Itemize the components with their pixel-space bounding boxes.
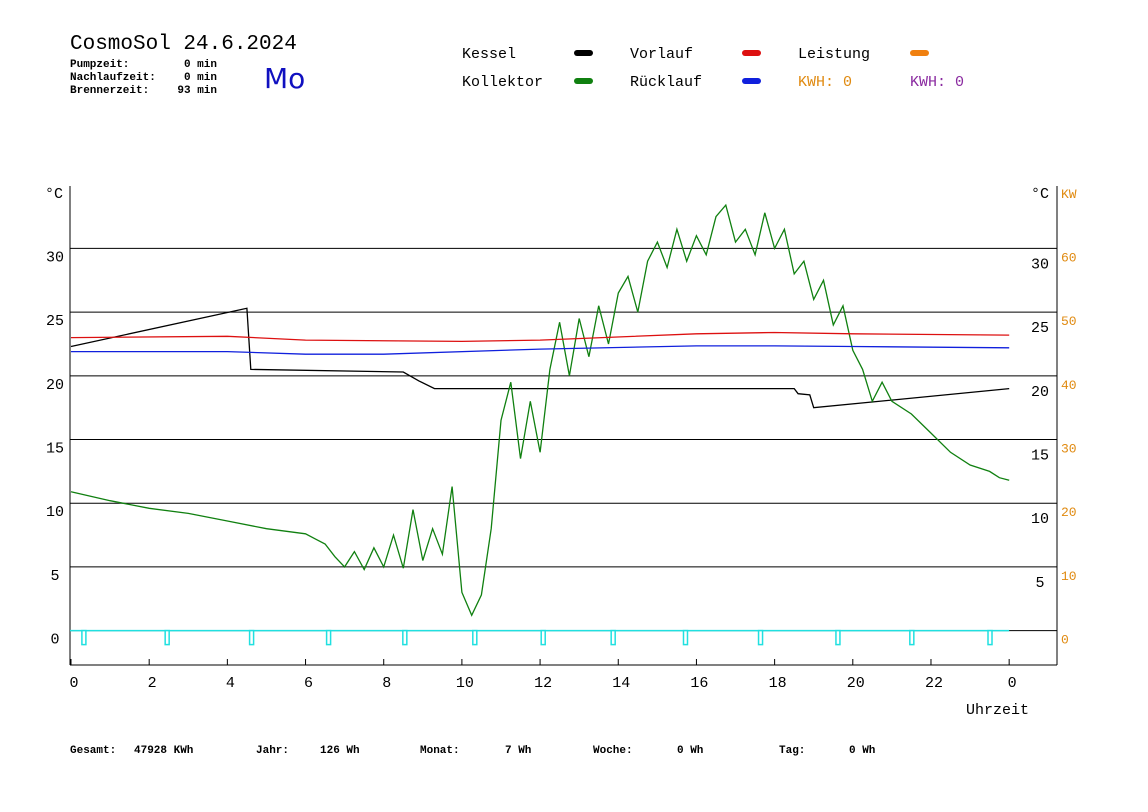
footer-value: 0 Wh <box>677 745 703 757</box>
legend-label: Leistung <box>798 46 870 63</box>
y-unit-right: °C <box>1031 186 1049 203</box>
x-tick-label: 22 <box>925 675 943 692</box>
legend-kwh: KWH: 0 <box>798 74 852 91</box>
marker <box>909 629 915 646</box>
series-line <box>70 307 1010 409</box>
marker <box>325 629 332 646</box>
marker <box>835 629 841 646</box>
y-tick-label: 10 <box>46 504 64 521</box>
y2-tick-label: 10 <box>1061 569 1077 584</box>
y2-tick-label: 20 <box>1061 505 1077 520</box>
footer-label: Gesamt: <box>70 745 116 757</box>
legend-kwh: KWH: 0 <box>910 74 964 91</box>
footer-label: Tag: <box>779 745 805 757</box>
y2-tick-label: 60 <box>1061 250 1077 265</box>
y-tick-label: 30 <box>46 249 64 266</box>
footer-value: 7 Wh <box>505 745 531 757</box>
x-tick-label: 20 <box>847 675 865 692</box>
y2-tick-label: 50 <box>1061 314 1077 329</box>
y-tick-label: 0 <box>50 632 59 649</box>
marker <box>472 629 478 646</box>
y-tick-label: 20 <box>46 377 64 394</box>
legend-label: Vorlauf <box>630 46 693 63</box>
series-line <box>70 331 1010 343</box>
x-tick-label: 10 <box>456 675 474 692</box>
x-tick-label: 0 <box>69 675 78 692</box>
y2-tick-label: 0 <box>1061 633 1069 648</box>
marker <box>81 629 87 646</box>
y2-tick-label: 30 <box>1061 442 1077 457</box>
y-tick-label-right: 25 <box>1031 320 1049 337</box>
y2-tick-label: 40 <box>1061 378 1077 393</box>
y-tick-label-right: 15 <box>1031 448 1049 465</box>
x-tick-label: 6 <box>304 675 313 692</box>
marker <box>402 629 408 646</box>
marker <box>987 629 993 646</box>
x-tick-label: 12 <box>534 675 552 692</box>
y-tick-label-right: 30 <box>1031 256 1049 273</box>
info-label: Pumpzeit: <box>70 59 129 71</box>
y-tick-label: 15 <box>46 441 64 458</box>
info-value: 93 min <box>177 85 217 97</box>
y-tick-label: 5 <box>50 568 59 585</box>
footer-label: Woche: <box>593 745 633 757</box>
legend-label: Rücklauf <box>630 74 702 91</box>
x-tick-label: 0 <box>1008 675 1017 692</box>
x-label: Uhrzeit <box>966 702 1029 719</box>
legend-label: Kessel <box>462 46 516 63</box>
marker <box>682 629 689 646</box>
marker <box>540 629 546 646</box>
x-tick-label: 18 <box>769 675 787 692</box>
y-tick-label: 25 <box>46 313 64 330</box>
y-tick-label-right: 10 <box>1031 511 1049 528</box>
title: CosmoSol 24.6.2024 <box>70 33 297 56</box>
y-unit: °C <box>45 186 63 203</box>
footer-value: 47928 KWh <box>134 745 193 757</box>
y-tick-label-right: 20 <box>1031 384 1049 401</box>
marker <box>164 629 170 646</box>
x-tick-label: 16 <box>690 675 708 692</box>
legend-label: Kollektor <box>462 74 543 91</box>
marker <box>248 629 255 646</box>
marker <box>757 629 764 646</box>
series-line <box>70 203 1010 617</box>
footer-value: 126 Wh <box>320 745 360 757</box>
x-tick-label: 14 <box>612 675 630 692</box>
y2-unit: KW <box>1061 187 1077 202</box>
x-tick-label: 2 <box>148 675 157 692</box>
footer-label: Jahr: <box>256 745 289 757</box>
series-line <box>71 345 1010 355</box>
info-label: Nachlaufzeit: <box>70 72 156 84</box>
footer-label: Monat: <box>420 745 460 757</box>
x-tick-label: 8 <box>382 675 391 692</box>
footer-value: 0 Wh <box>849 745 875 757</box>
weekday: Mo <box>264 62 305 95</box>
info-value: 0 min <box>184 72 217 84</box>
marker <box>610 629 616 646</box>
info-value: 0 min <box>184 59 217 71</box>
y-tick-label-right: 5 <box>1035 575 1044 592</box>
x-tick-label: 4 <box>226 675 235 692</box>
info-label: Brennerzeit: <box>70 85 149 97</box>
